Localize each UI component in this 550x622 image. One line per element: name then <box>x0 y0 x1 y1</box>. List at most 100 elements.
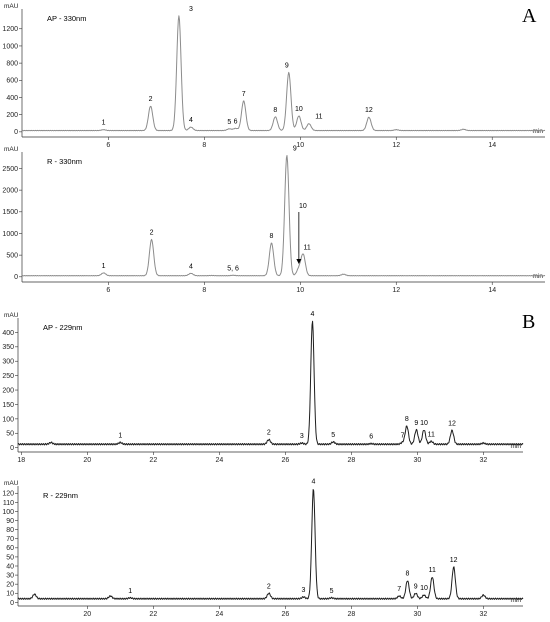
peak-label: 11 <box>429 567 436 574</box>
peak-label: 2 <box>150 230 154 237</box>
peak-label: 7 <box>397 586 401 593</box>
x-tick-label: 18 <box>17 457 25 464</box>
x-tick-label: 26 <box>281 457 289 464</box>
x-tick-label: 30 <box>413 611 421 618</box>
y-tick-label: 200 <box>2 387 14 394</box>
y-tick-label: 600 <box>6 78 18 85</box>
peak-label: 7 <box>401 432 405 439</box>
peak-label: 3 <box>302 587 306 594</box>
y-unit-label: mAU <box>4 146 19 153</box>
peak-label: 10 <box>420 585 428 592</box>
peak-label: 12 <box>448 420 456 427</box>
x-tick-label: 12 <box>392 287 400 294</box>
peak-label: 3 <box>300 433 304 440</box>
y-tick-label: 50 <box>6 554 14 561</box>
y-tick-label: 70 <box>6 536 14 543</box>
y-tick-label: 400 <box>6 95 18 102</box>
y-tick-label: 90 <box>6 518 14 525</box>
peak-label: 11 <box>315 114 322 121</box>
x-unit-label: min <box>533 273 544 280</box>
y-tick-label: 0 <box>14 274 18 281</box>
peak-label: 12 <box>450 557 458 564</box>
peak-label: 1 <box>102 263 106 270</box>
peak-label: 4 <box>311 479 315 486</box>
x-unit-label: min <box>511 597 522 604</box>
trace-title: AP - 330nm <box>47 14 86 23</box>
x-tick-label: 32 <box>479 457 487 464</box>
x-tick-label: 8 <box>202 287 206 294</box>
x-tick-label: 22 <box>149 457 157 464</box>
peak-label: 11 <box>304 245 311 252</box>
y-tick-label: 2500 <box>2 166 18 173</box>
x-tick-label: 6 <box>106 142 110 149</box>
y-tick-label: 300 <box>2 359 14 366</box>
peak-label: 6 <box>234 118 238 125</box>
y-tick-label: 100 <box>2 509 14 516</box>
x-tick-label: 10 <box>296 142 304 149</box>
chromatogram-trace <box>17 489 524 600</box>
x-tick-label: 14 <box>488 142 496 149</box>
trace-title: R - 330nm <box>47 157 82 166</box>
x-tick-label: 32 <box>479 611 487 618</box>
peak-label: 9 <box>293 145 297 152</box>
peak-label: 12 <box>365 107 373 114</box>
x-tick-label: 30 <box>413 457 421 464</box>
x-tick-label: 24 <box>215 611 223 618</box>
peak-label: 1 <box>128 588 132 595</box>
x-tick-label: 20 <box>83 611 91 618</box>
x-tick-label: 28 <box>347 611 355 618</box>
y-tick-label: 60 <box>6 545 14 552</box>
x-tick-label: 8 <box>202 142 206 149</box>
peak-label: 2 <box>149 96 153 103</box>
peak-label: 4 <box>310 311 314 318</box>
peak-label: 9 <box>285 63 289 70</box>
peak-label: 6 <box>369 434 373 441</box>
peak-label: 2 <box>267 583 271 590</box>
peak-label: 10 <box>420 420 428 427</box>
y-tick-label: 40 <box>6 563 14 570</box>
peak-label: 9 <box>414 583 418 590</box>
peak-label: 5 <box>331 432 335 439</box>
y-tick-label: 2000 <box>2 188 18 195</box>
y-tick-label: 800 <box>6 61 18 68</box>
y-tick-label: 100 <box>2 416 14 423</box>
x-unit-label: min <box>533 128 544 135</box>
peak-label: 2 <box>267 430 271 437</box>
chromatogram-trace <box>21 15 546 132</box>
y-tick-label: 1000 <box>2 231 18 238</box>
y-tick-label: 1000 <box>2 43 18 50</box>
trace-title: AP - 229nm <box>43 323 82 332</box>
chromatogram-trace <box>17 320 524 446</box>
peak-label: 4 <box>189 117 193 124</box>
x-tick-label: 24 <box>215 457 223 464</box>
peak-label: 3 <box>189 6 193 13</box>
x-tick-label: 10 <box>296 287 304 294</box>
y-unit-label: mAU <box>4 3 19 10</box>
peak-label: 10 <box>299 203 307 210</box>
peak-arrow-head <box>296 259 302 264</box>
y-tick-label: 400 <box>2 330 14 337</box>
peak-label: 9 <box>414 420 418 427</box>
peak-label: 8 <box>270 233 274 240</box>
y-tick-label: 1500 <box>2 209 18 216</box>
peak-label: 8 <box>405 416 409 423</box>
peak-label: 5 <box>227 119 231 126</box>
trace-title: R - 229nm <box>43 491 78 500</box>
y-tick-label: 350 <box>2 344 14 351</box>
x-unit-label: min <box>511 443 522 450</box>
x-tick-label: 20 <box>83 457 91 464</box>
x-tick-label: 28 <box>347 457 355 464</box>
chromatogram-trace <box>21 155 546 277</box>
y-tick-label: 110 <box>3 500 14 507</box>
peak-label: 1 <box>102 120 106 127</box>
y-tick-label: 120 <box>2 491 14 498</box>
y-unit-label: mAU <box>4 480 19 487</box>
y-tick-label: 80 <box>6 527 14 534</box>
x-tick-label: 26 <box>281 611 289 618</box>
peak-label: 1 <box>118 432 122 439</box>
y-tick-label: 150 <box>2 402 14 409</box>
y-tick-label: 200 <box>6 112 18 119</box>
peak-label: 8 <box>273 107 277 114</box>
